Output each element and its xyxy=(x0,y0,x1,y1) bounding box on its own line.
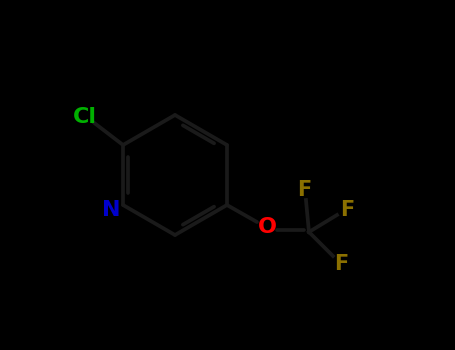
Text: F: F xyxy=(334,254,348,274)
Text: F: F xyxy=(297,180,311,200)
Text: N: N xyxy=(102,200,120,220)
Text: Cl: Cl xyxy=(73,107,97,127)
Text: F: F xyxy=(340,200,354,220)
Text: O: O xyxy=(258,217,277,237)
